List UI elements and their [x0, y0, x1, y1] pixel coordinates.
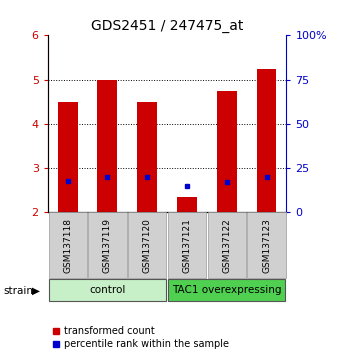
Bar [168, 279, 285, 302]
Bar [128, 212, 166, 278]
Text: TAC1 overexpressing: TAC1 overexpressing [172, 285, 282, 295]
Bar [49, 279, 166, 302]
Text: GSM137118: GSM137118 [63, 218, 72, 273]
Text: strain: strain [3, 286, 33, 296]
Text: GSM137119: GSM137119 [103, 218, 112, 273]
Text: GSM137121: GSM137121 [182, 218, 192, 273]
Bar [168, 212, 206, 278]
Legend: transformed count, percentile rank within the sample: transformed count, percentile rank withi… [53, 326, 229, 349]
Bar [98, 80, 117, 212]
Bar [177, 197, 197, 212]
Bar [58, 102, 77, 212]
Bar [137, 102, 157, 212]
Text: GSM137120: GSM137120 [143, 218, 152, 273]
Bar [208, 212, 246, 278]
Title: GDS2451 / 247475_at: GDS2451 / 247475_at [91, 19, 243, 33]
Bar [48, 212, 87, 278]
Bar [248, 212, 286, 278]
Bar [256, 69, 277, 212]
Bar [217, 91, 237, 212]
Text: control: control [89, 285, 125, 295]
Text: ▶: ▶ [32, 286, 40, 296]
Bar [88, 212, 127, 278]
Text: GSM137122: GSM137122 [222, 218, 231, 273]
Text: GSM137123: GSM137123 [262, 218, 271, 273]
